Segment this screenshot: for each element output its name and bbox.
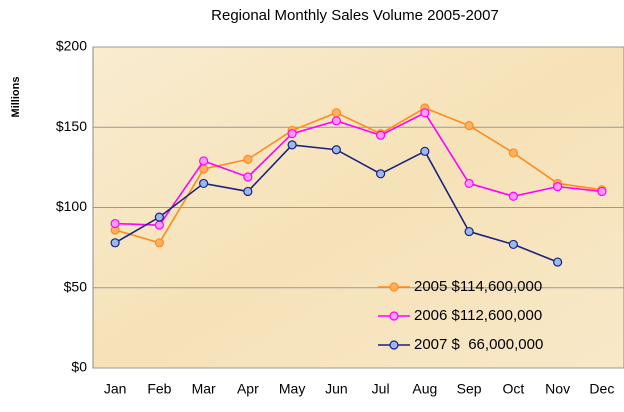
data-point bbox=[287, 140, 297, 150]
y-tick-label: $100 bbox=[56, 198, 87, 214]
legend-marker bbox=[389, 311, 399, 321]
series-line bbox=[114, 107, 602, 244]
data-point bbox=[199, 178, 209, 189]
data-point bbox=[243, 154, 253, 164]
data-point bbox=[464, 178, 474, 189]
data-point bbox=[553, 257, 563, 267]
x-tick-label: Aug bbox=[412, 381, 437, 397]
data-point bbox=[331, 145, 341, 155]
y-tick-label: $50 bbox=[64, 278, 88, 294]
x-tick-label: Feb bbox=[147, 381, 171, 397]
legend-label: 2005 $114,600,000 bbox=[414, 278, 542, 295]
data-point bbox=[508, 191, 518, 201]
data-point bbox=[464, 121, 474, 131]
data-point bbox=[331, 116, 341, 126]
y-tick-label: $150 bbox=[56, 118, 87, 134]
data-point bbox=[154, 212, 164, 222]
x-tick-label: Jun bbox=[325, 381, 348, 397]
data-point bbox=[154, 238, 164, 248]
x-tick-label: Jan bbox=[104, 381, 127, 397]
data-point bbox=[287, 129, 297, 139]
x-tick-label: Mar bbox=[192, 381, 216, 397]
data-point bbox=[199, 156, 209, 166]
x-tick-label: Nov bbox=[545, 381, 570, 397]
data-point bbox=[110, 218, 120, 229]
legend-label: 2007 $ 66,000,000 bbox=[414, 336, 543, 353]
data-point bbox=[420, 108, 430, 118]
x-tick-label: May bbox=[279, 381, 305, 397]
x-tick-label: Oct bbox=[502, 381, 524, 397]
x-tick-label: Apr bbox=[237, 381, 259, 397]
data-point bbox=[243, 172, 253, 182]
x-tick-label: Sep bbox=[457, 381, 482, 397]
chart-title: Regional Monthly Sales Volume 2005-2007 bbox=[211, 7, 499, 24]
x-tick-label: Dec bbox=[589, 381, 614, 397]
data-point bbox=[110, 238, 120, 248]
data-point bbox=[243, 186, 253, 197]
y-tick-label: $200 bbox=[56, 38, 87, 54]
data-point bbox=[376, 169, 386, 179]
data-point bbox=[154, 220, 164, 230]
data-point bbox=[376, 130, 386, 140]
data-point bbox=[420, 146, 430, 156]
data-point bbox=[508, 239, 518, 250]
legend-marker bbox=[389, 282, 399, 292]
x-tick-label: Jul bbox=[372, 381, 390, 397]
data-point bbox=[508, 148, 518, 158]
y-axis-label: Millions bbox=[10, 77, 22, 118]
data-point bbox=[553, 182, 563, 192]
y-tick-label: $0 bbox=[71, 359, 87, 375]
legend-marker bbox=[389, 340, 399, 350]
data-point bbox=[597, 186, 607, 197]
data-point bbox=[464, 226, 474, 237]
series-line bbox=[115, 111, 602, 226]
data-point bbox=[331, 108, 341, 118]
legend-label: 2006 $112,600,000 bbox=[414, 307, 542, 324]
